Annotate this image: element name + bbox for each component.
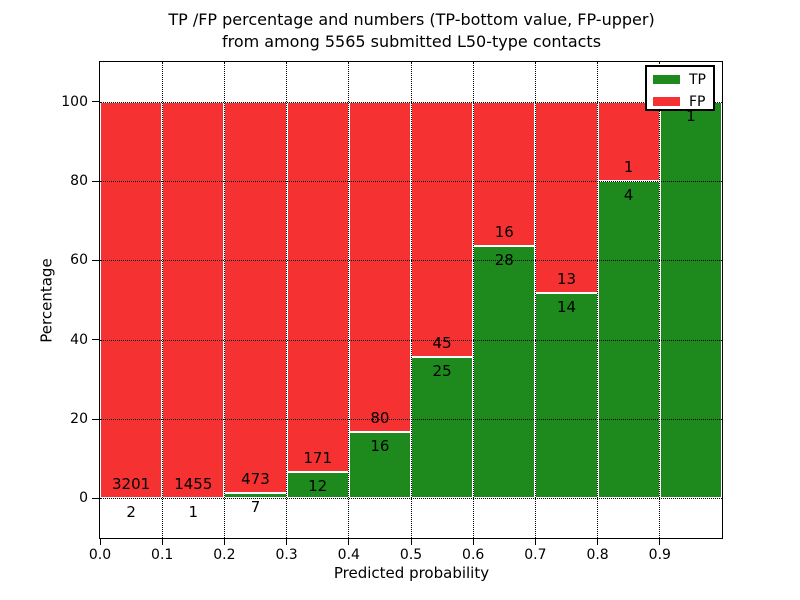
tp-count-label: 14 <box>556 297 577 316</box>
x-tick-label: 0.3 <box>275 547 298 563</box>
x-tick-label: 0.7 <box>524 547 547 563</box>
x-tick-label: 0.1 <box>151 547 174 563</box>
grid-line-vertical <box>659 62 661 538</box>
y-tick-label: 20 <box>70 411 88 427</box>
y-tick <box>91 259 99 261</box>
bar-segment-fp <box>473 101 536 246</box>
x-tick-label: 0.5 <box>399 547 423 563</box>
y-tick <box>91 101 99 103</box>
fp-count-label: 473 <box>241 469 270 488</box>
bar-segment-tp <box>286 472 349 499</box>
chart-title-line2: from among 5565 submitted L50-type conta… <box>221 32 602 51</box>
fp-count-label: 13 <box>556 269 577 288</box>
x-tick <box>597 538 599 545</box>
grid-line-vertical <box>161 62 163 538</box>
plot-area: 0.0 0.1 0.2 0.3 0.4 0.5 0.6 0.7 0.8 0.9 0 20 40 60 80 1… <box>61 61 723 563</box>
bar-segment-tp <box>535 292 598 499</box>
y-tick <box>91 339 99 341</box>
fp-count-label: 1 <box>623 158 634 176</box>
grid-line-vertical <box>348 62 350 538</box>
grid-line-vertical <box>286 62 288 538</box>
legend-swatch-tp-icon <box>653 75 680 84</box>
y-tick-label: 40 <box>70 331 88 348</box>
x-tick <box>472 538 474 545</box>
bar-segment-tp <box>659 101 722 499</box>
x-tick <box>161 538 163 545</box>
grid-line-horizontal <box>100 101 722 103</box>
y-tick-label: 60 <box>70 252 88 269</box>
y-tick-label: 100 <box>61 93 88 110</box>
y-tick-label: 80 <box>70 173 88 189</box>
bar-segment-tp <box>348 432 411 499</box>
tp-count-label: 7 <box>250 497 261 516</box>
tp-count-label: 16 <box>370 437 390 456</box>
grid-line-vertical <box>597 62 599 538</box>
x-tick-label: 0.0 <box>88 547 112 563</box>
chart-title: TP /FP percentage and numbers (TP-bottom… <box>99 9 724 53</box>
fp-count-label: 1455 <box>174 475 213 494</box>
x-tick-label: 0.9 <box>648 547 671 563</box>
fp-count-label: 3201 <box>112 475 151 494</box>
y-tick <box>91 180 99 182</box>
tp-count-label: 12 <box>308 477 328 496</box>
y-tick <box>91 497 99 499</box>
grid-line-vertical <box>534 62 536 538</box>
x-tick-label: 0.4 <box>337 547 360 563</box>
bar-segment-tp <box>473 245 536 499</box>
bar-segment-fp <box>348 101 411 433</box>
bar-segment-tp <box>224 492 287 499</box>
grid-line-vertical <box>472 62 474 538</box>
x-tick-label: 0.6 <box>462 547 485 563</box>
grid-line-horizontal <box>100 260 722 262</box>
grid-line-horizontal <box>100 498 722 500</box>
tp-count-label: 2 <box>126 503 136 522</box>
x-tick <box>99 538 101 545</box>
chart-title-line1: TP /FP percentage and numbers (TP-bottom… <box>168 10 655 29</box>
tp-count-label: 25 <box>432 361 452 380</box>
x-tick <box>223 538 225 545</box>
bar-segment-fp <box>535 101 598 293</box>
bar-segment-fp <box>162 101 225 499</box>
y-tick-label: 0 <box>79 490 88 507</box>
x-tick-label: 0.2 <box>213 547 236 563</box>
legend-label-fp: FP <box>689 93 706 110</box>
x-tick <box>534 538 536 545</box>
x-tick <box>659 538 661 545</box>
bar-segment-fp <box>597 101 660 181</box>
grid-line-horizontal <box>100 419 722 420</box>
grid-line-vertical <box>223 62 225 538</box>
fp-count-label: 45 <box>432 333 452 352</box>
tp-count-label: 4 <box>623 186 634 204</box>
fp-count-label: 171 <box>303 449 332 468</box>
tp-count-label: 1 <box>188 503 199 522</box>
x-tick <box>348 538 350 545</box>
tp-count-label: 28 <box>494 250 514 269</box>
grid-line-horizontal <box>100 339 722 341</box>
x-tick-label: 0.8 <box>586 547 609 563</box>
legend-item-tp: TP <box>653 70 713 89</box>
bar-segment-fp <box>100 101 163 499</box>
grid-line-vertical <box>410 62 412 538</box>
legend-label-tp: TP <box>689 71 706 88</box>
bar-segment-fp <box>286 101 349 473</box>
bar-segment-fp <box>411 101 474 357</box>
bar-segment-fp <box>224 101 287 493</box>
legend-item-fp: FP <box>653 92 713 111</box>
fp-count-label: 16 <box>494 222 514 241</box>
legend: TP FP <box>645 65 715 111</box>
x-tick <box>286 538 288 545</box>
fp-count-label: 80 <box>370 409 390 428</box>
x-tick <box>410 538 412 545</box>
y-tick <box>91 418 99 420</box>
x-axis-label: Predicted probability <box>333 564 490 582</box>
tp-count-label: 1 <box>686 106 696 125</box>
y-axis-label: Percentage <box>37 258 56 343</box>
grid-line-horizontal <box>100 181 722 182</box>
bar-segment-tp <box>411 356 474 499</box>
legend-swatch-fp-icon <box>653 97 680 106</box>
